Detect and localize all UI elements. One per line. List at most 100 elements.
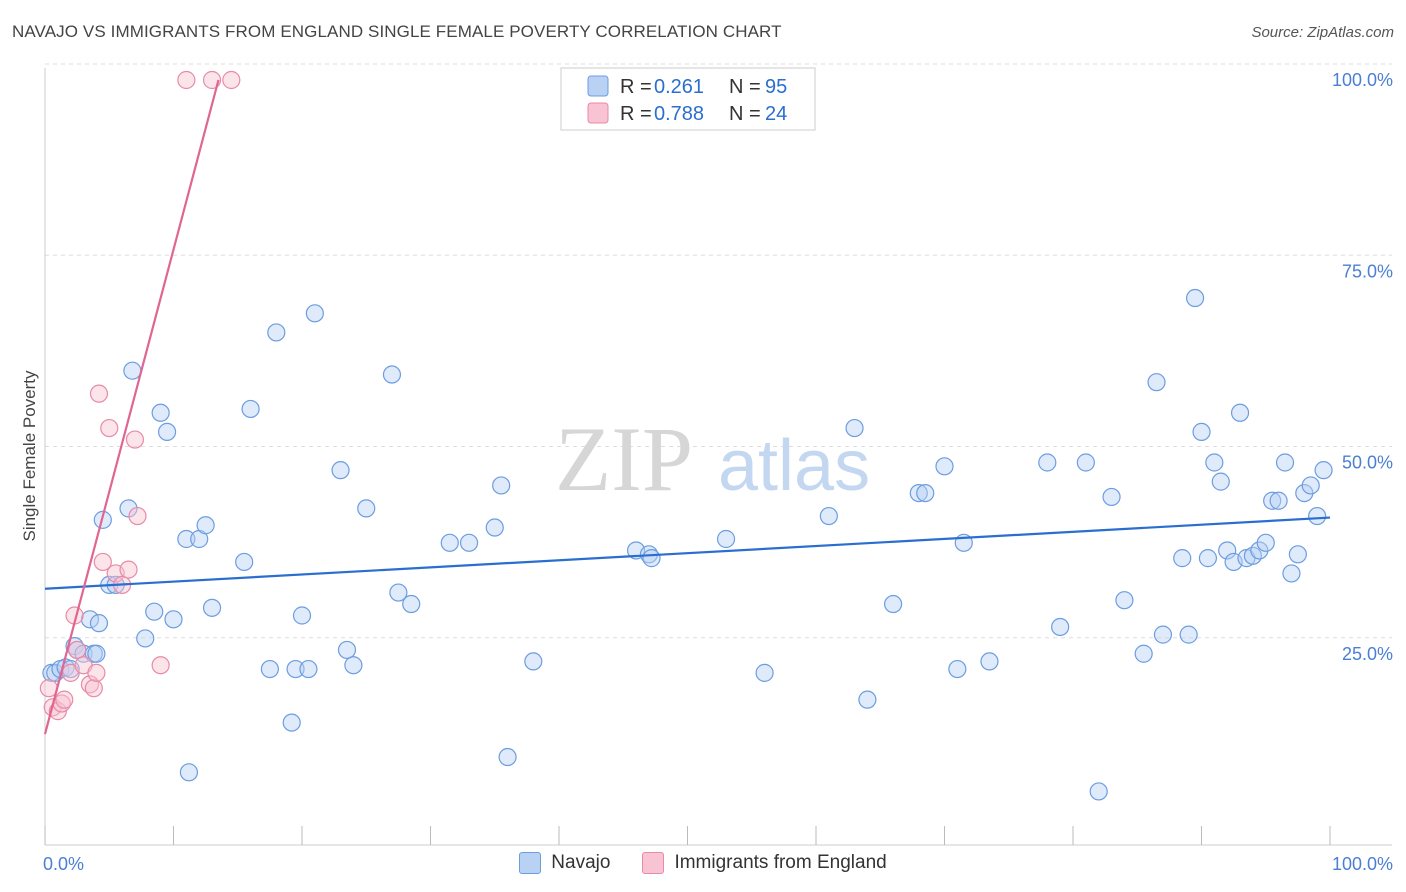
point-navajo-29	[260, 659, 279, 679]
axes	[44, 68, 1392, 846]
legend-swatch-england-bottom	[642, 852, 665, 874]
point-navajo-90	[1282, 564, 1301, 583]
point-navajo-36	[331, 461, 350, 480]
point-navajo-76	[1192, 422, 1211, 441]
point-navajo-44	[459, 533, 479, 552]
point-navajo-56	[858, 690, 877, 709]
point-england-18	[125, 430, 145, 449]
point-navajo-17	[136, 629, 155, 648]
point-navajo-52	[716, 529, 736, 549]
point-navajo-20	[157, 422, 177, 441]
point-navajo-22	[177, 529, 196, 549]
point-navajo-61	[948, 659, 967, 679]
point-navajo-47	[498, 747, 517, 767]
chart-title: NAVAJO VS IMMIGRANTS FROM ENGLAND SINGLE…	[12, 22, 782, 41]
point-navajo-40	[382, 365, 402, 384]
point-navajo-0	[42, 663, 61, 682]
point-navajo-94	[1308, 506, 1327, 526]
point-navajo-86	[1256, 533, 1275, 552]
point-navajo-33	[292, 606, 312, 625]
legend-r-label-england: R =	[620, 103, 652, 125]
point-navajo-69	[1115, 591, 1134, 610]
legend-r-value-navajo: 0.261	[654, 76, 704, 98]
point-england-14	[100, 418, 119, 438]
point-navajo-91	[1288, 545, 1307, 564]
grid-lines	[45, 63, 1392, 639]
point-navajo-65	[1051, 617, 1070, 637]
series-legend: Navajo Immigrants from England	[0, 852, 1406, 874]
point-navajo-88	[1269, 491, 1288, 510]
point-navajo-73	[1173, 549, 1192, 568]
legend-swatch-navajo-bottom	[519, 852, 542, 874]
point-navajo-64	[1038, 453, 1057, 472]
x-tick-label-1: 100.0%	[1332, 854, 1393, 874]
point-england-13	[93, 552, 112, 572]
point-navajo-37	[337, 640, 357, 660]
point-england-19	[128, 506, 147, 526]
point-navajo-18	[145, 602, 164, 621]
point-navajo-19	[151, 403, 170, 422]
point-navajo-31	[282, 713, 301, 732]
point-navajo-23	[179, 763, 199, 782]
point-england-12	[89, 384, 109, 403]
point-england-17	[119, 560, 138, 579]
point-navajo-95	[1314, 461, 1333, 480]
point-navajo-82	[1230, 403, 1250, 422]
legend-swatch-navajo	[587, 75, 609, 97]
tick-labels: 25.0% 50.0% 75.0% 100.0% 0.0% 100.0%	[43, 70, 1393, 874]
point-navajo-34	[299, 659, 318, 679]
point-navajo-77	[1198, 549, 1218, 568]
trend-line-navajo	[44, 516, 1331, 590]
point-england-11	[87, 663, 106, 682]
trend-lines	[43, 79, 1331, 735]
point-england-4	[55, 690, 74, 709]
point-navajo-80	[1218, 541, 1237, 560]
point-navajo-78	[1205, 453, 1224, 472]
point-navajo-66	[1076, 453, 1095, 472]
point-navajo-58	[909, 484, 928, 503]
point-england-20	[151, 656, 170, 675]
legend-item-england: Immigrants from England	[642, 852, 887, 874]
y-tick-label-1: 50.0%	[1342, 453, 1393, 473]
point-navajo-30	[267, 323, 286, 342]
point-navajo-26	[202, 598, 222, 617]
stats-legend: R = 0.261 N = 95 R = 0.788 N = 24	[560, 67, 816, 131]
point-navajo-10	[87, 644, 106, 663]
point-navajo-59	[916, 484, 935, 503]
point-navajo-32	[286, 659, 305, 679]
point-navajo-68	[1102, 487, 1121, 507]
point-navajo-67	[1089, 782, 1108, 801]
source-label: Source: ZipAtlas.com	[1251, 24, 1394, 41]
y-tick-label-2: 75.0%	[1342, 261, 1393, 281]
point-navajo-60	[935, 457, 954, 476]
y-tick-label-0: 25.0%	[1342, 644, 1393, 664]
point-navajo-39	[357, 499, 376, 518]
point-navajo-70	[1134, 644, 1153, 663]
point-navajo-54	[819, 506, 838, 526]
point-navajo-45	[485, 518, 504, 537]
point-england-7	[68, 640, 87, 660]
point-navajo-11	[89, 614, 109, 633]
watermark-zip: ZIP	[555, 408, 693, 510]
legend-n-value-navajo: 95	[765, 76, 787, 98]
legend-swatch-england	[587, 102, 609, 124]
legend-n-value-england: 24	[765, 103, 787, 125]
point-navajo-93	[1301, 476, 1320, 495]
watermark: ZIP atlas	[555, 408, 870, 510]
point-navajo-71	[1147, 373, 1166, 392]
point-navajo-63	[980, 652, 999, 671]
point-england-23	[222, 70, 241, 90]
legend-n-label-england: N =	[729, 103, 761, 125]
point-navajo-25	[196, 516, 215, 535]
point-navajo-55	[845, 418, 864, 438]
data-points	[39, 70, 1333, 801]
legend-n-label-navajo: N =	[729, 76, 761, 98]
watermark-atlas: atlas	[718, 426, 870, 506]
trend-line-england	[43, 79, 220, 735]
point-navajo-79	[1211, 472, 1230, 491]
point-navajo-46	[492, 476, 511, 495]
point-england-10	[84, 679, 103, 698]
point-navajo-53	[755, 663, 774, 682]
point-navajo-8	[80, 610, 100, 629]
